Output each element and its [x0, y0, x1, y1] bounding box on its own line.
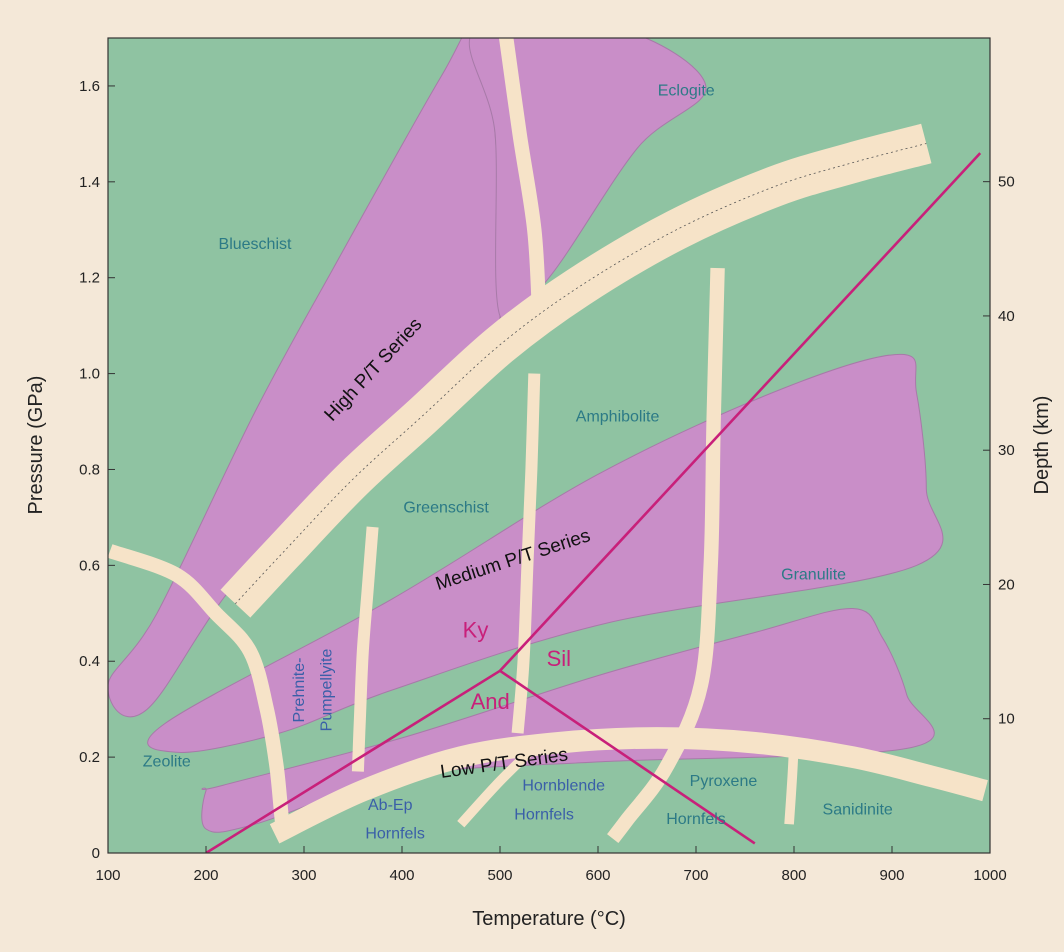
boundary-ky-sil — [499, 152, 982, 672]
band-low-p-t-series — [269, 727, 988, 844]
x-axis-title: Temperature (°C) — [472, 908, 626, 930]
y-tick-label: 0.4 — [79, 653, 100, 670]
region-eclogite — [468, 38, 707, 325]
facies-label-ab-ep: Ab-Ep — [368, 797, 413, 814]
facies-label-pyroxene: Pyroxene — [690, 773, 758, 790]
facies-label-greenschist: Greenschist — [403, 500, 489, 517]
y-tick-label: 0.6 — [79, 557, 100, 574]
x-tick-label: 100 — [95, 867, 120, 884]
x-tick-label: 1000 — [973, 867, 1006, 884]
x-tick-label: 900 — [879, 867, 904, 884]
facies-label-hornblende: Hornblende — [522, 778, 605, 795]
y2-tick-label: 10 — [998, 711, 1015, 728]
y2-tick-label: 20 — [998, 576, 1015, 593]
y-axis-title: Pressure (GPa) — [25, 376, 47, 515]
facies-label-hornfels: Hornfels — [365, 826, 425, 843]
x-tick-label: 200 — [193, 867, 218, 884]
facies-label-zeolite: Zeolite — [143, 754, 191, 771]
facies-label-prehnite: Prehnite- — [291, 658, 308, 723]
facies-label-blueschist: Blueschist — [219, 236, 292, 253]
mineral-label-ky: Ky — [463, 617, 489, 642]
y-tick-label: 0.2 — [79, 749, 100, 766]
facies-label-hornfels: Hornfels — [666, 811, 726, 828]
high-pt-centerline — [235, 143, 927, 604]
facies-label-sanidinite: Sanidinite — [823, 802, 893, 819]
boundary-and-sil — [499, 669, 756, 845]
plot-frame — [107, 37, 991, 854]
facies-label-hornfels: Hornfels — [514, 806, 574, 823]
facies-label-eclogite: Eclogite — [658, 83, 715, 100]
facies-label-amphibolite: Amphibolite — [576, 409, 660, 426]
x-tick-label: 700 — [683, 867, 708, 884]
axes: 100 200 300 400 500 600 700 800 900 1000 0 0.2 0.4 0.… — [79, 78, 1015, 884]
x-tick-label: 600 — [585, 867, 610, 884]
band-blueschist-eclogite-boundary — [498, 38, 547, 317]
band-hornfels-boundary — [457, 739, 543, 828]
y-tick-label: 0 — [92, 845, 100, 862]
y2-tick-label: 30 — [998, 442, 1015, 459]
facies-label-pumpellyite: Pumpellyite — [318, 649, 335, 732]
band-sanidinite-boundary — [784, 742, 799, 825]
y-tick-label: 0.8 — [79, 461, 100, 478]
y-tick-label: 1.4 — [79, 174, 100, 191]
band-zeolite-boundary — [108, 544, 293, 840]
y2-tick-label: 40 — [998, 308, 1015, 325]
y-tick-label: 1.0 — [79, 366, 100, 383]
x-tick-label: 300 — [291, 867, 316, 884]
y-tick-label: 1.6 — [79, 78, 100, 95]
x-tick-label: 400 — [389, 867, 414, 884]
y2-axis-title: Depth (km) — [1031, 396, 1053, 495]
band-amphibolite-boundary — [511, 373, 541, 734]
y-tick-label: 1.2 — [79, 270, 100, 287]
mineral-label-sil: Sil — [547, 646, 571, 671]
series-bands — [108, 38, 988, 844]
boundary-and-ky — [205, 669, 501, 853]
aluminosilicate-boundaries — [205, 152, 982, 853]
x-tick-label: 800 — [781, 867, 806, 884]
y2-tick-label: 50 — [998, 174, 1015, 191]
x-tick-label: 500 — [487, 867, 512, 884]
band-greenschist-boundary — [351, 526, 379, 772]
mineral-label-and: And — [471, 689, 510, 714]
band-granulite-boundary — [607, 267, 725, 844]
facies-label-granulite: Granulite — [781, 567, 846, 584]
